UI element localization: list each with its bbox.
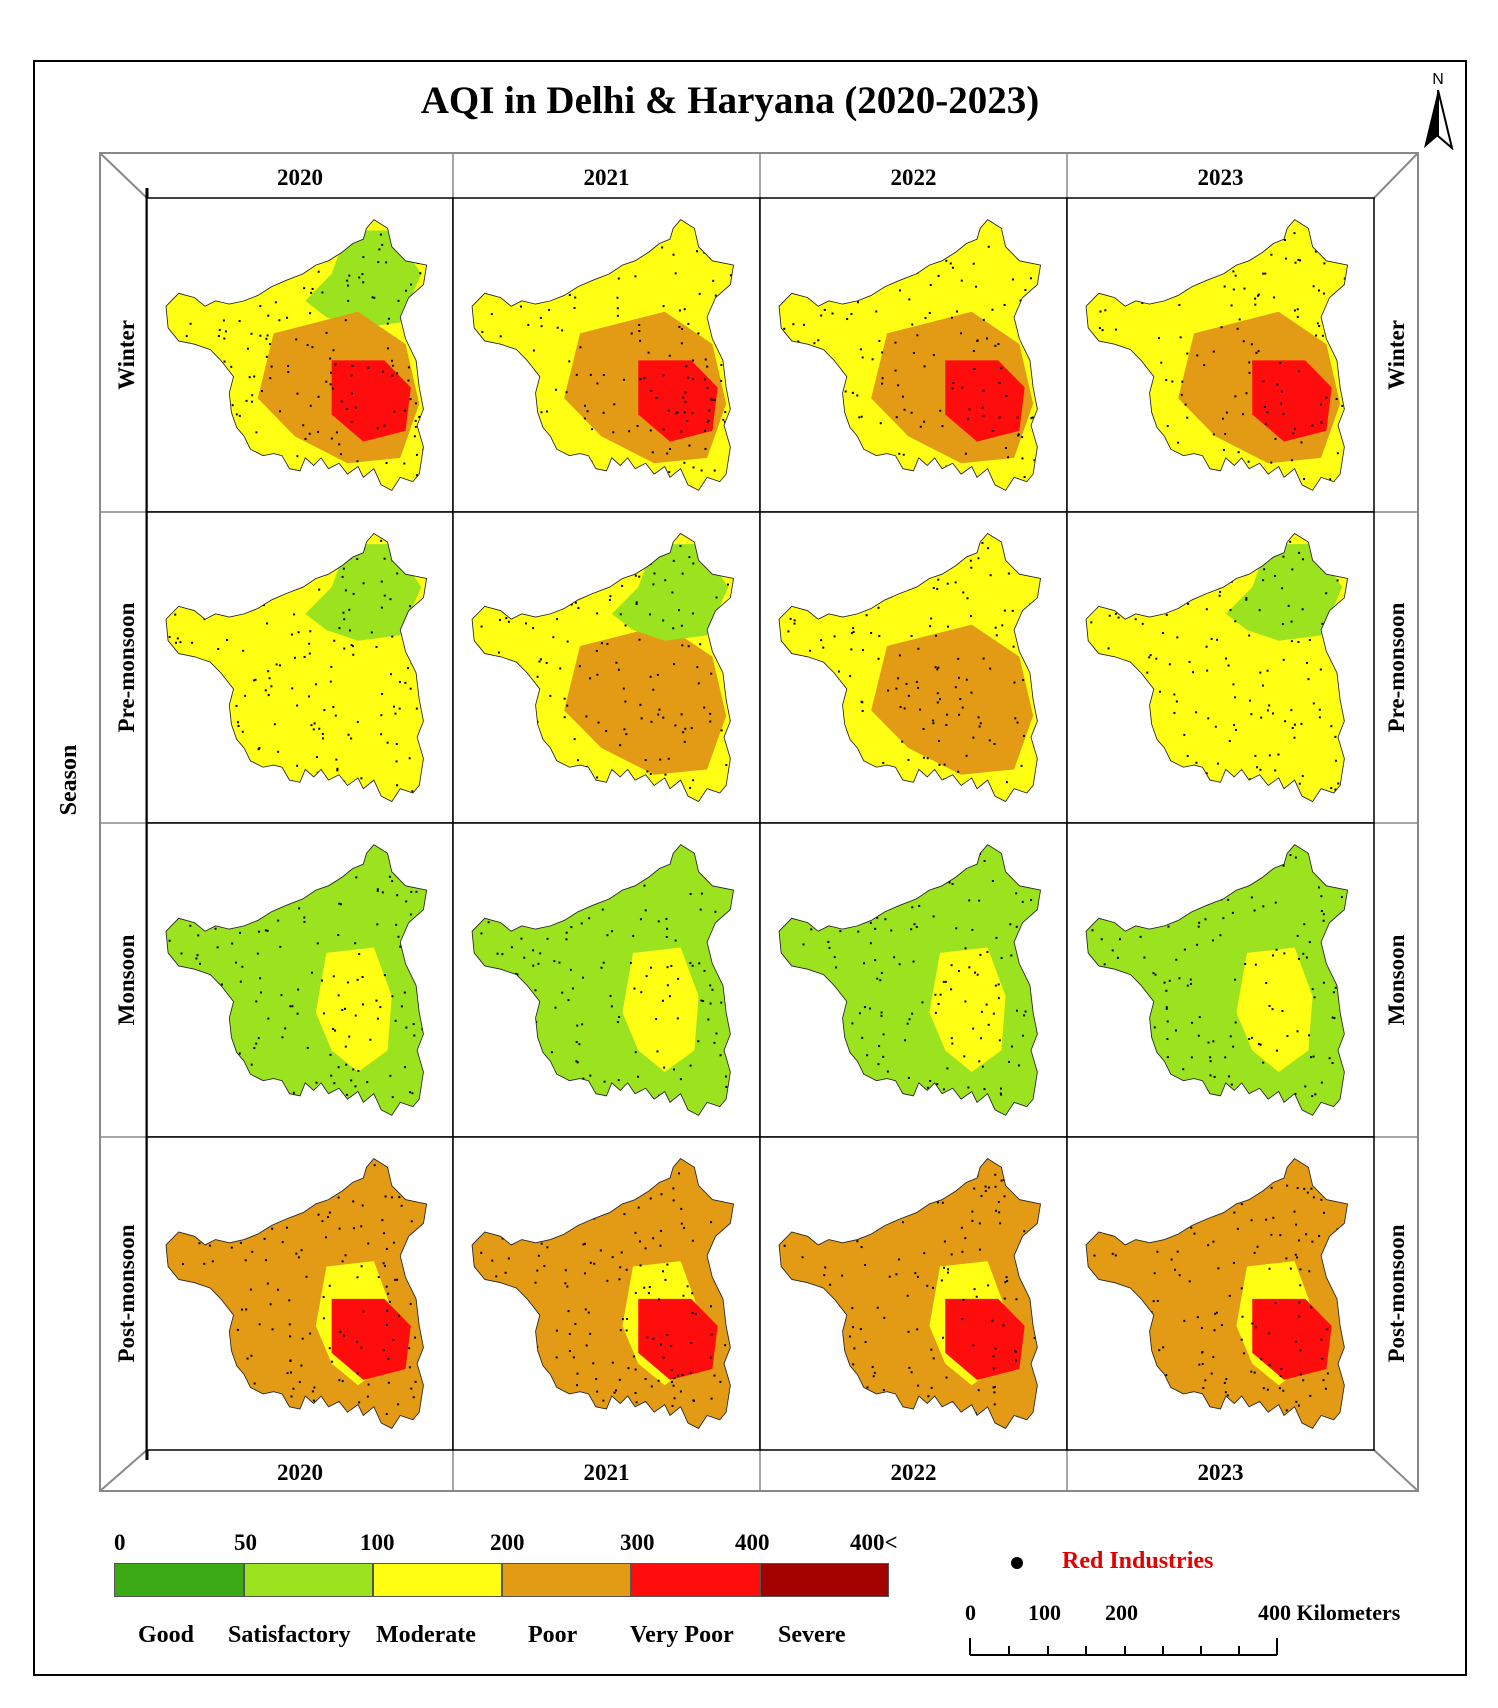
legend-break-label: 300 [620, 1530, 655, 1555]
legend-break-label: 0 [114, 1530, 126, 1555]
haryana-outline [471, 219, 735, 491]
season-label-left: Winter [114, 320, 139, 390]
aqi-map-panel [1066, 197, 1375, 513]
aqi-zone [638, 360, 718, 442]
aqi-map-panel [452, 511, 761, 824]
legend-category-label: Poor [528, 1622, 578, 1648]
season-label-right: Winter [1384, 320, 1409, 390]
season-label-left: Monsoon [114, 934, 139, 1025]
legend-swatch [373, 1563, 502, 1597]
aqi-map-panel [1066, 511, 1375, 824]
haryana-outline [165, 532, 428, 803]
haryana-outline [778, 532, 1042, 803]
red-industries-label: Red Industries [1062, 1548, 1214, 1574]
aqi-map-panel [146, 1136, 454, 1451]
year-label-top: 2022 [891, 165, 937, 190]
aqi-zone [305, 230, 422, 328]
aqi-zone [305, 544, 422, 641]
legend-category-label: Good [138, 1622, 195, 1648]
aqi-zone [564, 624, 727, 775]
year-label-bottom: 2023 [1198, 1460, 1244, 1485]
aqi-map-panel [1066, 1136, 1375, 1451]
aqi-map-panel [759, 1136, 1068, 1451]
legend-category-label: Moderate [376, 1622, 476, 1648]
season-label-right: Post-monsoon [1384, 1224, 1409, 1362]
aqi-map-panel [146, 511, 454, 824]
year-label-top: 2021 [584, 165, 630, 190]
haryana-outline [165, 1158, 428, 1429]
aqi-zone [622, 947, 699, 1073]
aqi-zone [929, 947, 1006, 1073]
red-industries-dot-icon [1011, 1557, 1023, 1569]
map-frame [33, 60, 1467, 1676]
haryana-outline [1085, 219, 1349, 491]
year-label-bottom: 2021 [584, 1460, 630, 1485]
aqi-map-panel [452, 822, 761, 1138]
aqi-map-panel [1066, 822, 1375, 1138]
haryana-outline [165, 219, 428, 491]
map-title: AQI in Delhi & Haryana (2020-2023) [420, 79, 1040, 122]
legend-swatch [244, 1563, 373, 1597]
north-arrow-icon: N [1424, 71, 1454, 150]
year-label-bottom: 2020 [277, 1460, 323, 1485]
aqi-zone [871, 624, 1034, 775]
haryana-outline [778, 1158, 1042, 1429]
aqi-map-panel [452, 197, 761, 513]
scale-end-label: 400 Kilometers [1258, 1600, 1401, 1625]
season-label-left: Pre-monsoon [114, 602, 139, 732]
aqi-zone [1252, 360, 1332, 442]
legend-swatch [631, 1563, 760, 1597]
season-label-right: Pre-monsoon [1384, 602, 1409, 732]
aqi-map-panel [452, 1136, 761, 1451]
haryana-outline [471, 1158, 735, 1429]
aqi-zone [315, 947, 392, 1073]
year-label-top: 2023 [1198, 165, 1244, 190]
legend-category-label: Satisfactory [228, 1622, 351, 1648]
axis-label-season: Season [56, 745, 82, 816]
scale-tick-0: 0 [965, 1600, 976, 1625]
aqi-zone [1225, 544, 1343, 641]
haryana-outline [471, 532, 735, 803]
aqi-zone [1252, 1298, 1332, 1380]
aqi-zone [331, 1298, 411, 1380]
legend-swatch [760, 1563, 889, 1597]
aqi-map-panel [759, 511, 1068, 824]
north-label: N [1432, 71, 1444, 88]
aqi-zone [945, 360, 1025, 442]
scale-tick-200: 200 [1105, 1600, 1138, 1625]
haryana-outline [1085, 844, 1349, 1116]
haryana-outline [471, 844, 735, 1116]
legend-swatch [502, 1563, 631, 1597]
aqi-zone [1236, 947, 1313, 1073]
aqi-map-panel [146, 197, 454, 513]
scale-bar [969, 1638, 1278, 1656]
haryana-outline [778, 219, 1042, 491]
haryana-outline [778, 844, 1042, 1116]
aqi-map-panel [759, 822, 1068, 1138]
legend-break-label: 400 [735, 1530, 770, 1555]
season-label-left: Post-monsoon [114, 1224, 139, 1362]
legend-break-label: 100 [360, 1530, 395, 1555]
year-label-bottom: 2022 [891, 1460, 937, 1485]
legend-swatch [114, 1563, 244, 1597]
aqi-zone [945, 1298, 1025, 1380]
year-label-top: 2020 [277, 165, 323, 190]
legend-break-label: 50 [234, 1530, 257, 1555]
legend-break-label: 200 [490, 1530, 525, 1555]
haryana-outline [1085, 532, 1349, 803]
haryana-outline [165, 844, 428, 1116]
aqi-map-panel [146, 822, 454, 1138]
aqi-zone [611, 544, 729, 641]
haryana-outline [1085, 1158, 1349, 1429]
legend-category-label: Very Poor [630, 1622, 734, 1648]
season-label-right: Monsoon [1384, 934, 1409, 1025]
legend-category-label: Severe [778, 1622, 846, 1648]
aqi-zone [638, 1298, 718, 1380]
scale-tick-100: 100 [1028, 1600, 1061, 1625]
aqi-map-panel [759, 197, 1068, 513]
legend-break-label: 400< [850, 1530, 898, 1555]
